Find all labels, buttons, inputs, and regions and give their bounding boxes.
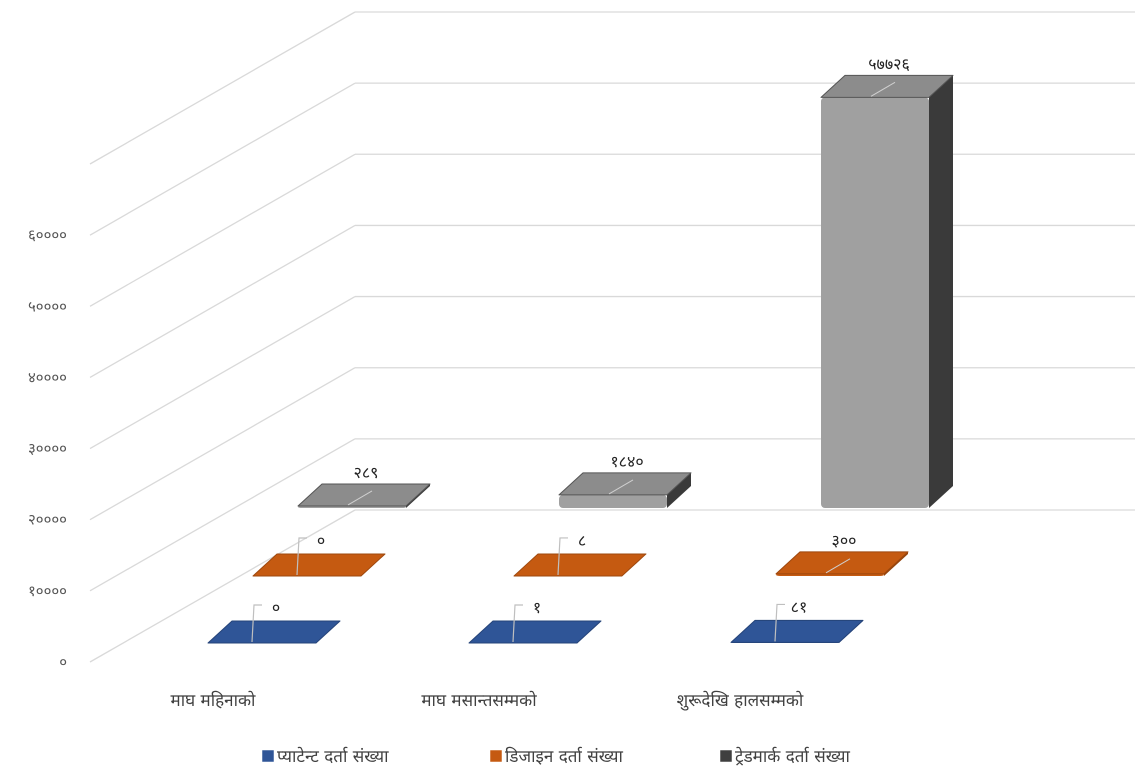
data-label: ८ [578, 531, 586, 550]
y-tick-label: १०००० [28, 582, 67, 600]
bar-top [730, 619, 864, 643]
leader-line [296, 537, 307, 576]
y-axis: ० १०००० २०००० ३०००० ४०००० ५०००० ६०००० [28, 226, 67, 671]
legend-label: प्याटेन्ट दर्ता संख्या [277, 746, 389, 767]
bar-front [559, 494, 667, 508]
legend-swatch [719, 749, 733, 763]
y-tick-label: ४०००० [28, 368, 67, 386]
bar-top [297, 483, 431, 507]
gridline-diagonal [89, 509, 356, 663]
bar: ० [252, 531, 386, 577]
leader-line [347, 490, 373, 506]
bar-front [821, 97, 929, 508]
leader-line [608, 479, 634, 495]
gridline-diagonal [89, 367, 356, 521]
gridline-diagonal [89, 82, 356, 236]
data-label: २८९ [354, 463, 379, 482]
legend-item: प्याटेन्ट दर्ता संख्या [261, 746, 389, 767]
category-label: माघ मसान्तसम्मको [421, 690, 537, 711]
bar: १ [468, 598, 602, 644]
leader-line [512, 604, 523, 643]
bar-top [558, 472, 692, 496]
gridline-diagonal [89, 11, 356, 165]
legend-label: ट्रेडमार्क दर्ता संख्या [735, 746, 851, 767]
bar: ८ [513, 531, 647, 577]
x-axis-categories: माघ महिनाको माघ मसान्तसम्मको शुरूदेखि हालस… [171, 690, 804, 711]
leader-line [251, 604, 262, 643]
legend: प्याटेन्ट दर्ता संख्या डिजाइन दर्ता संख्य… [261, 746, 851, 767]
bar-top [775, 551, 909, 575]
legend-label: डिजाइन दर्ता संख्या [505, 746, 624, 767]
bar: १८४० [558, 452, 692, 508]
category-label: माघ महिनाको [171, 690, 257, 711]
y-tick-label: ० [59, 653, 67, 671]
y-tick-label: ३०००० [28, 440, 67, 458]
leader-line [774, 603, 785, 642]
data-label: ५७७२६ [868, 54, 910, 73]
data-label: ० [317, 531, 325, 550]
bar: ३०० [775, 531, 909, 576]
leader-line [870, 81, 896, 97]
bar-front [298, 505, 406, 508]
data-label: ८१ [791, 597, 808, 616]
data-label: ३०० [832, 531, 857, 550]
bar-top [468, 620, 602, 644]
bars: ० १ ८१ ० ८ ३०० २८९ १८४० ५७७२६ [207, 54, 954, 644]
category-label: शुरूदेखि हालसम्मको [677, 690, 804, 711]
gridlines [89, 11, 1135, 663]
leader-line [825, 558, 851, 574]
gridline-diagonal [89, 296, 356, 450]
legend-swatch [261, 749, 275, 763]
y-tick-label: ५०००० [28, 297, 67, 315]
data-label: १८४० [610, 452, 643, 471]
gridline-diagonal [89, 153, 356, 307]
bar-top [207, 620, 341, 644]
y-tick-label: ६०००० [28, 226, 67, 244]
legend-swatch [489, 749, 503, 763]
bar: ८१ [730, 597, 864, 643]
data-label: १ [533, 598, 541, 617]
gridline-diagonal [89, 224, 356, 378]
data-label: ० [272, 598, 280, 617]
bar: ० [207, 598, 341, 644]
leader-line [557, 537, 568, 575]
bar-front [776, 573, 884, 576]
bar-top [820, 74, 954, 98]
bar-side [667, 472, 691, 508]
legend-item: डिजाइन दर्ता संख्या [489, 746, 624, 767]
bar: २८९ [297, 463, 431, 508]
bar-top [252, 553, 386, 577]
gridline-diagonal [89, 438, 356, 592]
y-tick-label: २०००० [28, 511, 67, 529]
legend-item: ट्रेडमार्क दर्ता संख्या [719, 746, 851, 767]
bar-side [929, 75, 953, 508]
bar: ५७७२६ [820, 54, 954, 508]
bar-top [513, 553, 647, 577]
